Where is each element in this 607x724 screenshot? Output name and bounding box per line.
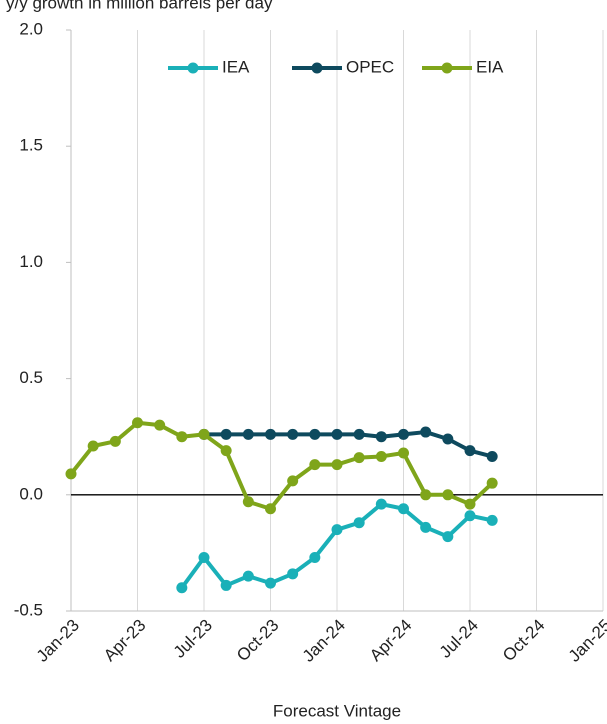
data-point [309, 459, 321, 471]
data-point [87, 440, 99, 452]
data-point [375, 431, 387, 443]
y-tick-label: 1.5 [19, 136, 43, 155]
data-point [486, 514, 498, 526]
data-point [265, 503, 276, 515]
data-point [154, 419, 166, 431]
legend-marker [441, 62, 453, 74]
x-tick-label: Apr-23 [100, 616, 150, 666]
data-point [287, 568, 299, 580]
y-tick-label: 0.0 [19, 484, 43, 503]
legend-label: EIA [476, 57, 504, 76]
y-tick-label: 0.5 [19, 368, 43, 387]
data-point [265, 577, 276, 589]
data-point [464, 510, 476, 522]
x-tick-label: Oct-24 [499, 616, 549, 666]
data-point [375, 498, 387, 510]
data-point [398, 428, 409, 440]
x-axis-label: Forecast Vintage [273, 701, 401, 720]
x-tick-label: Jan-25 [565, 616, 607, 666]
x-tick-label: Jul-23 [170, 616, 216, 662]
data-point [132, 417, 143, 429]
x-tick-label: Oct-23 [233, 616, 283, 666]
legend-label: OPEC [346, 57, 394, 76]
data-point [176, 431, 188, 443]
data-point [353, 517, 365, 529]
data-point [420, 489, 432, 501]
data-point [442, 433, 454, 445]
data-point [198, 552, 210, 564]
data-point [242, 496, 254, 508]
data-point [442, 489, 454, 501]
data-point [265, 428, 276, 440]
data-point [287, 428, 299, 440]
legend-label: IEA [222, 57, 250, 76]
data-point [398, 503, 409, 515]
data-point [109, 435, 121, 447]
legend-marker [187, 62, 199, 74]
data-point [242, 570, 254, 582]
data-point [442, 531, 454, 543]
y-tick-label: -0.5 [14, 600, 43, 619]
x-tick-label: Jan-23 [33, 616, 83, 666]
data-point [309, 428, 321, 440]
x-tick-label: Apr-24 [366, 616, 416, 666]
data-point [398, 447, 409, 459]
chart-title: y/y growth in million barrels per day [6, 0, 273, 12]
data-point [331, 459, 343, 471]
x-tick-label: Jan-24 [299, 616, 349, 666]
x-tick-label: Jul-24 [436, 616, 482, 662]
data-point [353, 452, 365, 464]
data-point [464, 445, 476, 457]
data-point [198, 428, 210, 440]
legend-marker [311, 62, 323, 74]
data-point [486, 450, 498, 462]
data-point [176, 582, 188, 594]
data-point [309, 552, 321, 564]
data-point [420, 426, 432, 438]
data-point [287, 475, 299, 487]
data-point [220, 428, 232, 440]
data-point [375, 450, 387, 462]
data-point [331, 524, 343, 536]
data-point [353, 428, 365, 440]
y-tick-label: 2.0 [19, 19, 43, 38]
data-point [331, 428, 343, 440]
data-point [220, 579, 232, 591]
data-point [242, 428, 254, 440]
data-point [420, 521, 432, 533]
data-point [65, 468, 77, 480]
data-point [464, 498, 476, 510]
y-tick-label: 1.0 [19, 252, 43, 271]
data-point [486, 477, 498, 489]
data-point [220, 445, 232, 457]
